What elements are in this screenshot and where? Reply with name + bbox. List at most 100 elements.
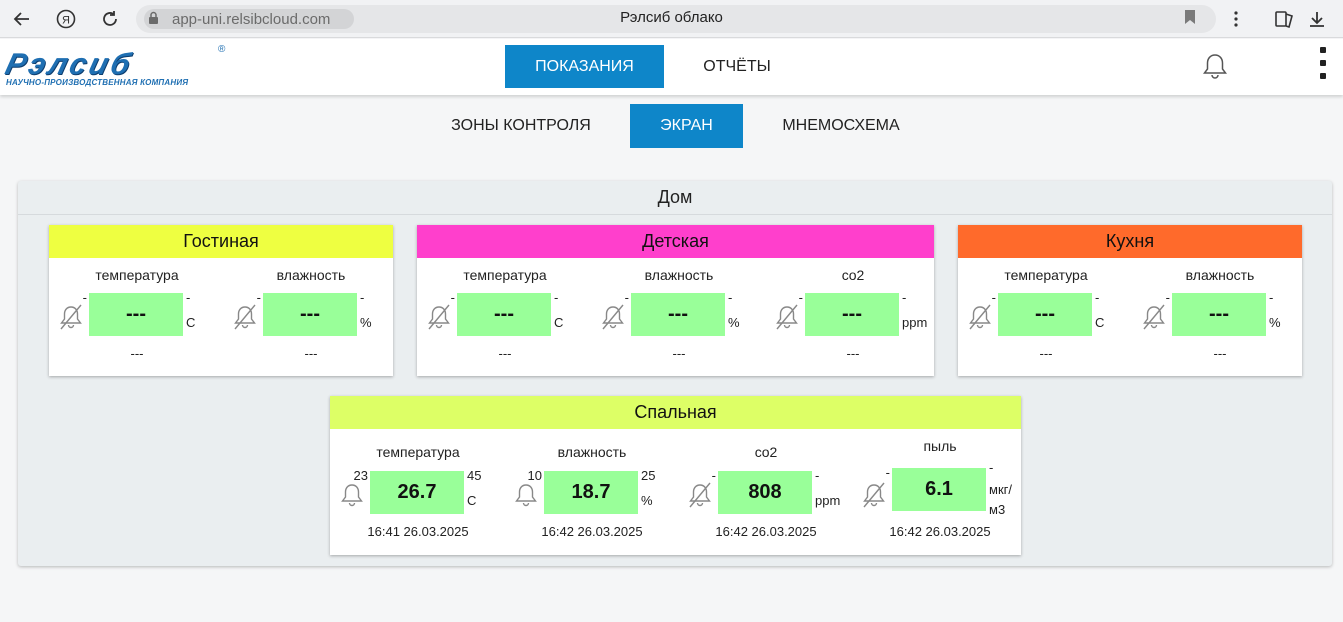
sensor-widget[interactable]: влажность - --- -% --- [231,225,391,375]
sensor-name: влажность [644,267,714,283]
sensor-unit: ppm [815,493,841,508]
sensor-timestamp: 16:41 26.03.2025 [367,524,469,539]
sensor-unit: мкг/м3 [989,482,1012,517]
sensor-high-threshold: 45 [467,468,482,483]
sensor-unit: % [360,315,372,330]
zone-card[interactable]: Гостиная температура - --- - C --- влажность - -… [49,225,393,376]
yandex-icon[interactable]: Я [54,7,78,31]
sensor-name: co2 [841,267,865,283]
sensor-low-threshold: 23 [353,468,368,483]
sensor-widget[interactable]: температура - --- - C --- [966,225,1126,375]
bell-muted-icon[interactable] [688,481,712,509]
bell-muted-icon[interactable] [862,481,886,509]
sensor-timestamp: --- [304,346,318,361]
company-logo[interactable]: Рэлсиб ® НАУЧНО-ПРОИЗВОДСТВЕННАЯ КОМПАНИ… [2,44,229,90]
download-icon[interactable] [1305,7,1329,31]
sensor-widget[interactable]: влажность 10 18.7 25% 16:42 26.03.2025 [512,396,672,546]
sensor-timestamp: --- [498,346,512,361]
sensor-low-threshold: - [711,468,716,483]
sensor-low-threshold: 10 [527,468,542,483]
sensor-low-threshold: - [450,290,455,305]
sensor-value[interactable]: 26.7 [370,471,464,514]
sensor-value[interactable]: 808 [718,471,812,514]
bookmark-icon[interactable] [1184,9,1196,25]
app-menu-icon[interactable] [1318,47,1328,87]
sensor-value[interactable]: --- [457,293,551,336]
zone-card[interactable]: Кухня температура - --- - C --- влажность - --- -… [958,225,1302,376]
sensor-name: температура [376,444,460,460]
zone-card[interactable]: Детская температура - --- - C --- влажность - --… [417,225,934,376]
sensor-value[interactable]: --- [89,293,183,336]
sensor-name: температура [463,267,547,283]
sensor-unit: C [554,315,564,330]
sensor-timestamp: --- [1039,346,1053,361]
sensor-unit: C [1095,315,1105,330]
sensor-widget[interactable]: co2 -808- ppm 16:42 26.03.2025 [686,396,846,546]
sensor-widget[interactable]: пыль -6.1- мкг/м3 16:42 26.03.2025 [860,396,1020,546]
more-vert-icon[interactable] [1224,7,1248,31]
bell-icon[interactable] [340,481,364,509]
sensor-high-threshold: - [554,290,559,305]
sensor-unit: C [467,493,477,508]
url-chip [144,9,354,29]
sensor-widget[interactable]: температура 23 26.7 45 C 16:41 26.03.2025 [338,396,498,546]
lock-icon [148,11,159,28]
sensor-name: влажность [1185,267,1255,283]
sensor-widget[interactable]: температура - --- - C --- [425,225,585,375]
bell-icon[interactable] [514,481,538,509]
sensor-value[interactable]: 18.7 [544,471,638,514]
logo-wordmark: Рэлсиб [2,48,137,81]
browser-toolbar: Я app-uni.relsibcloud.com Рэлсиб облако [0,0,1343,38]
sensor-timestamp: 16:42 26.03.2025 [715,524,817,539]
sensor-name: влажность [276,267,346,283]
sensor-timestamp: --- [846,346,860,361]
tab-reports[interactable]: ОТЧЁТЫ [703,57,771,75]
sensor-high-threshold: - [1095,290,1100,305]
tab-control-zones[interactable]: ЗОНЫ КОНТРОЛЯ [451,117,591,134]
sensor-timestamp: 16:42 26.03.2025 [889,524,991,539]
group-title: Дом [18,181,1332,215]
bell-muted-icon[interactable] [427,303,451,331]
sensor-name: co2 [754,444,778,460]
sensor-high-threshold: - [989,460,994,475]
tab-screen[interactable]: ЭКРАН [630,104,743,148]
collections-icon[interactable] [1272,7,1296,31]
sensor-high-threshold: - [360,290,365,305]
sensor-unit: ppm [902,315,928,330]
sensor-value[interactable]: 6.1 [892,468,986,511]
sensor-name: температура [95,267,179,283]
sensor-low-threshold: - [798,290,803,305]
notifications-bell-icon[interactable] [1202,52,1228,80]
bell-muted-icon[interactable] [968,303,992,331]
sensor-widget[interactable]: температура - --- - C --- [57,225,217,375]
bell-muted-icon[interactable] [233,303,257,331]
sensor-value[interactable]: --- [1172,293,1266,336]
sensor-timestamp: --- [1213,346,1227,361]
sensor-value[interactable]: --- [263,293,357,336]
sensor-widget[interactable]: влажность - --- -% --- [1140,225,1300,375]
sensor-widget[interactable]: co2- --- - ppm --- [773,225,933,375]
bell-muted-icon[interactable] [601,303,625,331]
tab-readings[interactable]: ПОКАЗАНИЯ [505,45,664,88]
bell-muted-icon[interactable] [775,303,799,331]
sensor-value[interactable]: --- [805,293,899,336]
reload-icon[interactable] [98,7,122,31]
sensor-high-threshold: - [815,468,820,483]
sensor-value[interactable]: --- [998,293,1092,336]
sensor-timestamp: --- [130,346,144,361]
logo-subtitle: НАУЧНО-ПРОИЗВОДСТВЕННАЯ КОМПАНИЯ [6,78,189,87]
zone-card[interactable]: Спальная температура 23 26.7 45 C 16:41 26.03… [330,396,1021,555]
tab-mnemonic-diagram[interactable]: МНЕМОСХЕМА [782,117,900,134]
sensor-value[interactable]: --- [631,293,725,336]
sensor-unit: % [1269,315,1281,330]
bell-muted-icon[interactable] [1142,303,1166,331]
sensor-low-threshold: - [256,290,261,305]
sensor-low-threshold: - [82,290,87,305]
sensor-low-threshold: - [1165,290,1170,305]
address-bar[interactable]: app-uni.relsibcloud.com [136,5,1216,33]
url-text: app-uni.relsibcloud.com [172,11,331,28]
sensor-high-threshold: 25 [641,468,656,483]
bell-muted-icon[interactable] [59,303,83,331]
sensor-widget[interactable]: влажность - --- -% --- [599,225,759,375]
back-icon[interactable] [10,7,34,31]
